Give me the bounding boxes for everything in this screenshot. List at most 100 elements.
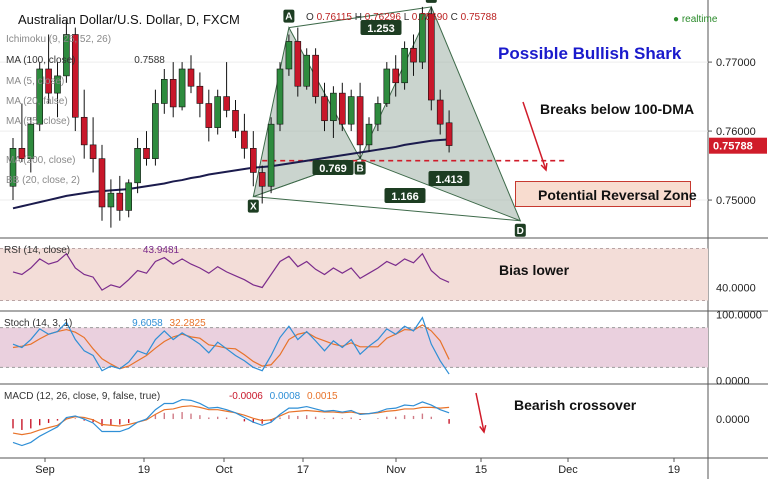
realtime-indicator: ● realtime	[673, 14, 717, 25]
arrow-breaks	[522, 101, 547, 171]
candle-body	[445, 122, 453, 146]
ohlc-close: 0.75788	[460, 12, 497, 23]
stoch-legend-d: 32.2825	[169, 318, 206, 329]
ohlc-open: 0.76115	[316, 12, 352, 23]
pattern-xd-line	[253, 196, 521, 222]
ohlc-readout: O 0.76115 H 0.76296 L 0.75690 C 0.75788	[306, 12, 497, 23]
x-tick-label: 15	[475, 464, 487, 476]
x-tick-label: 19	[668, 464, 680, 476]
x-tick-label: 17	[297, 464, 309, 476]
ratio-label-xa-b-bg	[312, 160, 354, 175]
ratio-label-xa-b: 0.769	[319, 163, 347, 175]
candle-body	[365, 123, 373, 146]
x-tick-label: Dec	[558, 464, 578, 476]
current-price-badge	[709, 137, 767, 154]
price-tick-label: 0.77000	[716, 57, 756, 69]
candle-body	[18, 148, 26, 159]
candle-body	[36, 68, 44, 125]
candle-body	[80, 116, 88, 146]
stoch-legend-name: Stoch (14, 3, 1)	[4, 318, 73, 329]
indicator-ma100-label: MA (100, close)	[6, 55, 76, 66]
candle-body	[250, 148, 257, 173]
ohlc-o-label: O	[306, 12, 314, 23]
candle-body	[374, 103, 382, 125]
candle-body	[54, 75, 61, 94]
candle-body	[401, 47, 408, 84]
candle-body	[241, 130, 248, 149]
candle-body	[303, 54, 311, 87]
candle-body	[214, 96, 221, 128]
annotation-macd: Bearish crossover	[514, 397, 637, 413]
candle-body	[347, 96, 355, 125]
candle-body	[419, 13, 426, 63]
ratio-label-ab-c: 1.253	[367, 23, 395, 35]
indicator-ma20[interactable]: MA (20, false)	[6, 96, 68, 107]
realtime-dot-icon: ●	[673, 14, 680, 25]
candle-body	[116, 192, 124, 211]
ratio-label-xc-d: 1.166	[391, 191, 419, 203]
candle-body	[178, 68, 186, 108]
ma100-line	[12, 138, 450, 210]
indicator-ma55[interactable]: MA (55, close)	[6, 116, 70, 127]
ohlc-high: 0.76296	[364, 12, 401, 23]
rsi-band	[0, 248, 708, 301]
candle-body	[267, 123, 275, 187]
macd-legend-hist: -0.0006	[228, 391, 263, 402]
candle-body	[205, 103, 213, 128]
indicator-ma100[interactable]: MA (100, close) 0.7588	[6, 55, 165, 66]
candle-body	[27, 123, 35, 159]
candle-body	[152, 103, 159, 159]
macd-signal-line	[12, 405, 450, 436]
arrow-breaks-head	[540, 162, 548, 172]
candle-body	[187, 68, 195, 87]
arrow-macd	[475, 392, 485, 433]
x-tick-label: Oct	[215, 464, 232, 476]
stoch-tick-label: 0.0000	[716, 376, 750, 388]
indicator-ma5[interactable]: MA (5, close)	[6, 76, 65, 87]
ohlc-low: 0.75690	[411, 12, 448, 23]
x-tick-label: Nov	[386, 464, 406, 476]
ohlc-l-label: L	[403, 12, 409, 23]
pattern-ac-line	[288, 6, 432, 29]
point-label-x-bg	[247, 199, 259, 213]
point-label-c-bg	[425, 0, 437, 3]
candle-body	[223, 96, 230, 111]
indicator-ma200[interactable]: MA (200, close)	[6, 155, 76, 166]
macd-line	[12, 398, 450, 447]
point-label-d-bg	[514, 223, 526, 237]
candle-body	[125, 182, 132, 211]
current-price-label: 0.75788	[713, 141, 753, 153]
annotation-breaks: Breaks below 100-DMA	[540, 101, 695, 117]
candle-body	[276, 68, 284, 125]
rsi-tick-label: 40.0000	[716, 283, 756, 295]
indicator-bb[interactable]: BB (20, close, 2)	[6, 175, 80, 186]
point-label-b-bg	[354, 161, 366, 175]
indicator-ma100-value: 0.7588	[134, 55, 165, 66]
candle-body	[232, 110, 239, 132]
price-tick-label: 0.75000	[716, 195, 756, 207]
macd-tick-label: 0.0000	[716, 414, 750, 426]
stoch-tick-label: 100.0000	[716, 309, 762, 321]
candle-body	[321, 96, 328, 122]
candle-body	[98, 158, 106, 208]
x-tick-label: Sep	[35, 464, 55, 476]
realtime-label: realtime	[681, 14, 718, 25]
indicator-ichimoku[interactable]: Ichimoku (9, 26, 52, 26)	[6, 34, 112, 45]
pattern-title: Possible Bullish Shark	[498, 44, 682, 63]
candle-body	[45, 68, 52, 94]
candle-body	[356, 96, 364, 146]
candle-body	[107, 192, 115, 208]
candle-body	[72, 34, 79, 118]
x-tick-label: 19	[138, 464, 150, 476]
candle-body	[312, 54, 319, 97]
candle-body	[258, 172, 266, 187]
candle-body	[392, 68, 400, 84]
point-label-x: X	[250, 202, 257, 213]
candle-body	[410, 47, 417, 63]
macd-legend: MACD (12, 26, close, 9, false, true) -0.…	[4, 391, 338, 402]
candle-body	[330, 92, 337, 122]
candle-body	[285, 41, 293, 70]
chart-title: Australian Dollar/U.S. Dollar, D, FXCM	[18, 12, 240, 27]
ratio-label-bc-d-bg	[428, 171, 470, 186]
